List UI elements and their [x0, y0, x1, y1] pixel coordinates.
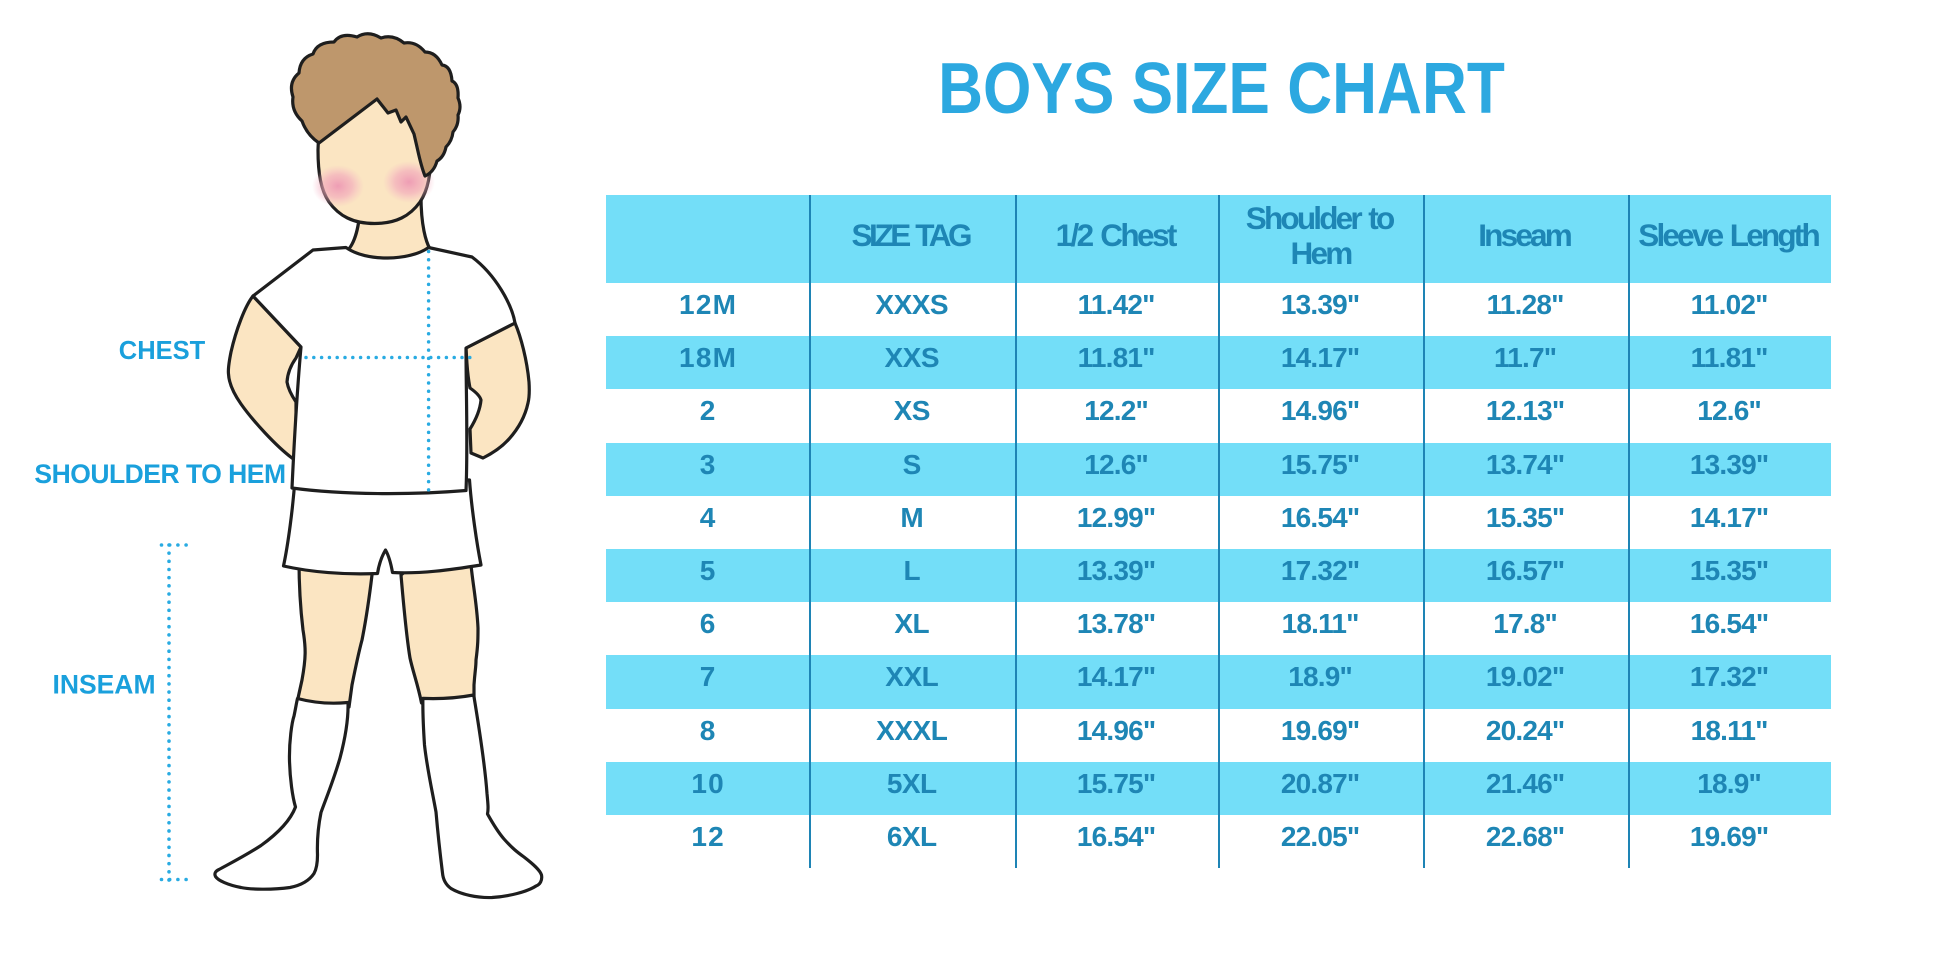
svg-text:INSEAM: INSEAM — [52, 670, 155, 700]
svg-text:SHOULDER TO HEM: SHOULDER TO HEM — [34, 459, 285, 489]
svg-text:CHEST: CHEST — [119, 337, 206, 365]
